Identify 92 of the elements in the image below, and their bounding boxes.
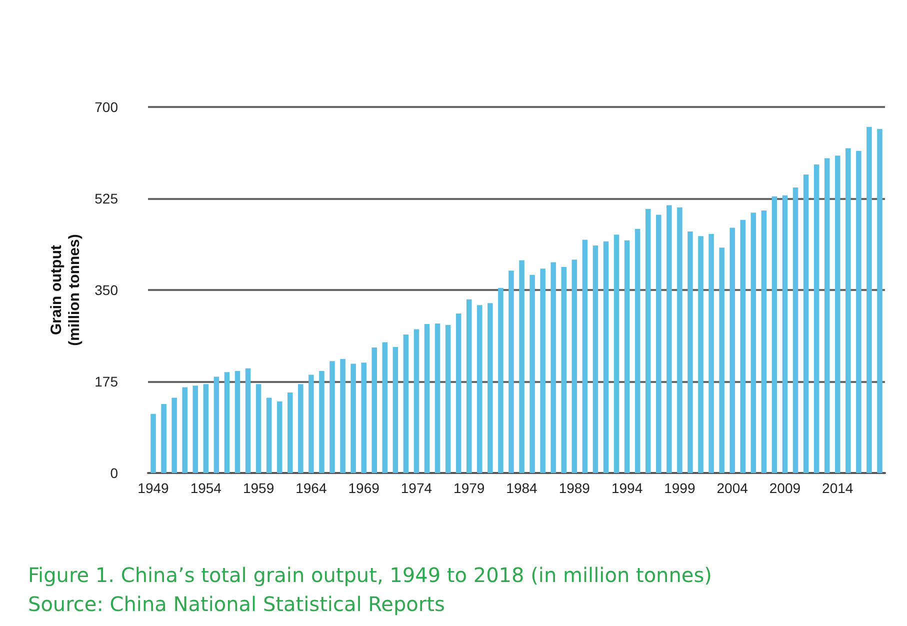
bar — [508, 270, 514, 473]
bar — [392, 346, 398, 473]
bar — [308, 374, 314, 473]
x-tick-label: 1984 — [506, 480, 538, 496]
bar — [256, 384, 262, 473]
bar — [161, 404, 166, 473]
bar — [846, 148, 851, 473]
bar — [782, 195, 788, 473]
y-tick-label: 175 — [94, 374, 118, 390]
bar — [550, 262, 556, 473]
bar — [719, 248, 724, 473]
bar — [614, 234, 620, 473]
bar — [519, 260, 524, 473]
bar — [382, 342, 388, 473]
bar — [214, 376, 220, 473]
bar — [856, 150, 862, 473]
x-tick-label: 1989 — [558, 480, 590, 496]
bar — [772, 196, 778, 473]
x-tick-label: 1949 — [138, 480, 170, 496]
bar — [814, 164, 820, 473]
bar — [582, 240, 588, 473]
bar — [824, 158, 830, 473]
bar — [276, 401, 282, 473]
bar — [498, 288, 504, 473]
bar — [456, 314, 462, 473]
bar — [666, 205, 672, 473]
bar — [698, 236, 704, 473]
bar — [572, 260, 578, 473]
x-tick-label: 1994 — [611, 480, 643, 496]
bar — [540, 268, 546, 473]
bar — [677, 207, 682, 473]
bar — [708, 234, 714, 473]
x-tick-label: 1969 — [348, 480, 380, 496]
bar — [372, 348, 377, 473]
bar — [150, 414, 156, 473]
bar — [424, 324, 430, 473]
bar — [466, 299, 472, 473]
bar — [350, 364, 356, 473]
x-tick-label: 1954 — [190, 480, 222, 496]
caption: Figure 1. China’s total grain output, 1949 to 2018 (in million tonnes) — [28, 563, 712, 587]
bar — [730, 228, 735, 473]
bar — [561, 266, 567, 473]
bar — [266, 398, 272, 473]
bar — [245, 368, 251, 473]
bar — [803, 174, 809, 473]
bar — [414, 329, 420, 473]
bar — [361, 362, 366, 473]
y-axis-title: Grain output (million tonnes) — [48, 234, 84, 346]
bar — [761, 210, 767, 473]
y-tick-label: 700 — [94, 99, 118, 115]
bar — [172, 398, 177, 473]
bar — [792, 188, 798, 473]
bar — [530, 274, 535, 473]
x-tick-label: 1999 — [664, 480, 696, 496]
bar — [740, 220, 746, 473]
bar — [603, 241, 609, 473]
bar — [634, 228, 640, 473]
bar — [592, 246, 598, 473]
bar — [330, 361, 335, 473]
bar — [656, 214, 662, 473]
bar — [866, 126, 872, 473]
x-tick-label: 1979 — [454, 480, 485, 496]
source-note: Source: China National Statistical Reports — [28, 592, 445, 616]
x-tick-label: 1964 — [296, 480, 327, 496]
bar — [488, 303, 493, 473]
bar — [319, 371, 324, 473]
x-tick-label: 2004 — [716, 480, 748, 496]
bar — [750, 212, 756, 473]
bar — [182, 387, 188, 473]
bar — [203, 384, 209, 473]
x-tick-label: 1974 — [400, 480, 432, 496]
bar — [477, 305, 482, 473]
x-tick-label: 2014 — [822, 480, 854, 496]
bar — [877, 128, 882, 473]
bar — [340, 359, 346, 473]
x-tick-label: 2009 — [769, 480, 801, 496]
bar — [645, 208, 651, 473]
y-tick-label: 525 — [94, 190, 118, 206]
bar — [298, 384, 304, 473]
x-tick-label: 1959 — [242, 480, 274, 496]
bar — [834, 156, 840, 473]
bar — [445, 325, 451, 473]
bar — [224, 372, 230, 473]
bar — [288, 392, 293, 473]
bar — [403, 334, 409, 473]
bar — [234, 371, 240, 473]
y-tick-label: 350 — [94, 282, 118, 298]
bar — [624, 240, 630, 473]
bar — [192, 386, 198, 473]
bar — [434, 323, 440, 473]
y-tick-label: 0 — [110, 465, 118, 481]
bar — [688, 231, 693, 473]
